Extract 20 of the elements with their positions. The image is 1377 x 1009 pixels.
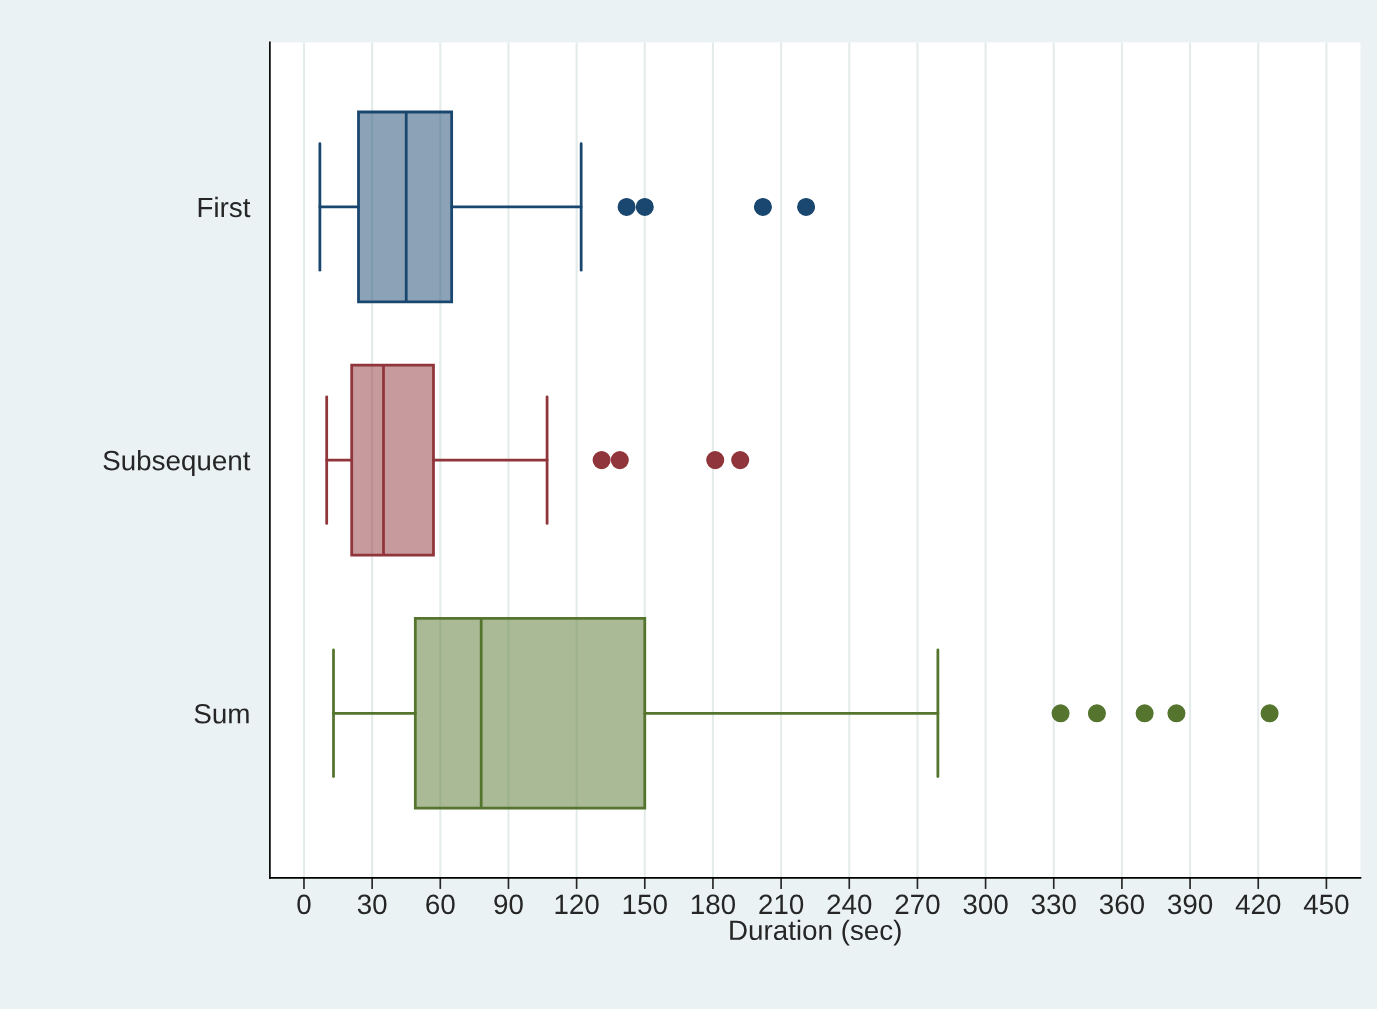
y-tick-label: Sum: [194, 703, 249, 724]
x-tick-label: 0: [297, 894, 311, 915]
x-tick-label: 360: [1099, 894, 1144, 915]
x-tick-label: 150: [623, 894, 667, 915]
x-tick-label: 420: [1235, 894, 1281, 915]
x-tick-label: 390: [1167, 894, 1213, 915]
x-tick-label: 300: [963, 894, 1008, 915]
x-tick-label: 120: [555, 894, 599, 915]
x-tick-label: 90: [494, 894, 523, 915]
y-tick-label: First: [198, 196, 251, 218]
x-tick-label: 450: [1303, 894, 1349, 915]
x-tick-label: 240: [827, 894, 872, 915]
x-tick-label: 330: [1031, 894, 1076, 915]
y-tick-label: Subsequent: [103, 450, 251, 476]
x-axis-title: Duration (sec): [730, 919, 901, 946]
x-tick-label: 30: [357, 894, 387, 915]
x-tick-label: 270: [895, 894, 940, 915]
x-tick-label: 180: [691, 894, 736, 915]
x-tick-label: 60: [426, 894, 455, 915]
x-tick-label: 210: [759, 894, 804, 915]
